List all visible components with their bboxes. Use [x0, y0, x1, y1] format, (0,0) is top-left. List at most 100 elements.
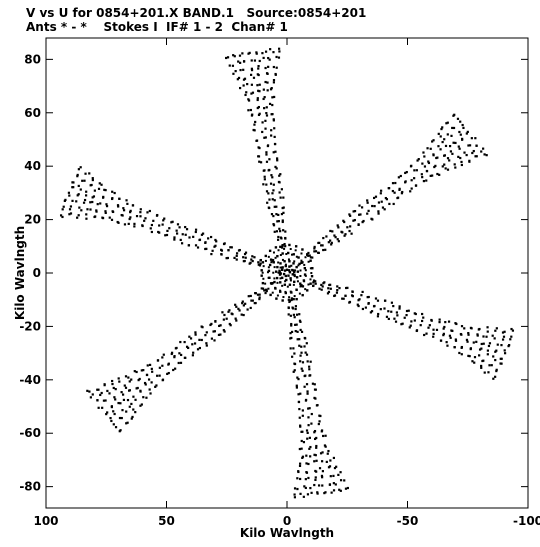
uv-texture-dot: [281, 246, 284, 249]
uv-texture-dot: [452, 114, 455, 117]
uv-texture-dot: [88, 172, 91, 175]
uv-texture-dot: [238, 86, 242, 90]
uv-texture-dot: [303, 263, 306, 266]
uv-texture-dot: [111, 190, 114, 193]
uv-texture-dot: [356, 303, 359, 306]
uv-texture-dot: [299, 425, 302, 428]
uv-texture-dot: [161, 356, 164, 359]
uv-texture-dot: [346, 486, 349, 490]
uv-texture-dot: [384, 299, 387, 302]
uv-texture-dot: [264, 119, 267, 122]
uv-texture-dot: [342, 219, 345, 222]
uv-texture-dot: [300, 345, 303, 348]
uv-texture-dot: [323, 444, 327, 447]
uv-texture-dot: [422, 151, 425, 154]
uv-texture-dot: [465, 132, 468, 135]
uv-texture-dot: [471, 151, 474, 155]
uv-texture-dot: [441, 140, 444, 144]
uv-texture-dot: [446, 344, 449, 347]
data-point: [292, 262, 295, 265]
uv-texture-dot: [91, 196, 94, 199]
uv-texture-dot: [407, 309, 410, 312]
uv-texture-dot: [140, 369, 143, 372]
uv-texture-dot: [262, 56, 265, 60]
uv-texture-dot: [308, 368, 311, 371]
uv-texture-dot: [270, 261, 273, 264]
uv-texture-dot: [148, 388, 151, 391]
uv-texture-dot: [357, 304, 360, 308]
uv-texture-dot: [242, 313, 245, 317]
uv-texture-dot: [297, 393, 300, 396]
uv-texture-dot: [460, 163, 463, 167]
uv-texture-dot: [270, 213, 274, 216]
uv-texture-dot: [238, 54, 242, 57]
uv-texture-dot: [90, 183, 93, 187]
uv-texture-dot: [123, 384, 126, 387]
uv-texture-dot: [244, 93, 247, 97]
uv-texture-dot: [77, 193, 80, 196]
uv-texture-dot: [244, 256, 247, 259]
uv-texture-dot: [133, 225, 136, 228]
uv-texture-dot: [261, 271, 264, 274]
uv-texture-dot: [317, 484, 321, 487]
uv-texture-dot: [480, 150, 483, 153]
uv-texture-dot: [393, 191, 396, 194]
uv-texture-dot: [258, 264, 262, 267]
uv-texture-dot: [306, 360, 309, 363]
uv-texture-dot: [256, 293, 260, 296]
uv-texture-dot: [293, 275, 296, 278]
uv-texture-dot: [289, 290, 292, 293]
uv-texture-dot: [157, 230, 160, 234]
uv-texture-dot: [309, 360, 312, 363]
uv-texture-dot: [338, 286, 341, 290]
uv-texture-dot: [324, 491, 327, 494]
uv-texture-dot: [387, 317, 390, 321]
uv-texture-dot: [431, 174, 434, 177]
uv-texture-dot: [282, 206, 285, 209]
uv-texture-dot: [151, 370, 154, 373]
data-point: [300, 284, 303, 287]
uv-texture-dot: [111, 379, 114, 383]
uv-texture-dot: [307, 424, 310, 427]
uv-texture-dot: [314, 397, 317, 400]
uv-texture-dot: [198, 346, 201, 350]
uv-texture-dot: [298, 464, 302, 468]
uv-texture-dot: [75, 200, 78, 203]
uv-texture-dot: [366, 199, 369, 202]
uv-texture-dot: [257, 155, 260, 158]
uv-texture-dot: [374, 297, 378, 300]
uv-texture-dot: [261, 287, 265, 290]
data-point: [310, 275, 314, 278]
uv-texture-dot: [410, 187, 413, 190]
uv-texture-dot: [291, 355, 294, 358]
uv-texture-dot: [314, 280, 317, 283]
uv-texture-dot: [257, 105, 260, 109]
uv-texture-dot: [204, 334, 207, 337]
uv-texture-dot: [373, 196, 376, 200]
uv-texture-dot: [470, 137, 473, 140]
uv-texture-dot: [465, 153, 468, 157]
uv-texture-dot: [100, 391, 103, 395]
uv-texture-dot: [376, 315, 380, 318]
uv-texture-dot: [283, 247, 286, 250]
uv-texture-dot: [494, 375, 497, 378]
uv-texture-dot: [104, 189, 107, 192]
uv-texture-dot: [487, 371, 490, 374]
uv-texture-dot: [301, 414, 304, 417]
uv-texture-dot: [218, 324, 221, 328]
uv-texture-dot: [300, 447, 303, 450]
uv-texture-dot: [325, 235, 328, 238]
uv-texture-dot: [229, 246, 232, 249]
uv-texture-dot: [443, 138, 446, 141]
uv-texture-dot: [292, 283, 295, 286]
uv-texture-dot: [273, 199, 276, 202]
uv-texture-dot: [277, 47, 281, 50]
uv-texture-dot: [262, 277, 265, 280]
uv-texture-dot: [235, 258, 238, 261]
uv-texture-dot: [168, 227, 171, 230]
uv-texture-dot: [143, 219, 146, 222]
uv-texture-dot: [298, 313, 301, 316]
uv-texture-dot: [301, 361, 305, 364]
uv-texture-dot: [105, 203, 108, 206]
uv-coverage-texture: [59, 47, 515, 499]
